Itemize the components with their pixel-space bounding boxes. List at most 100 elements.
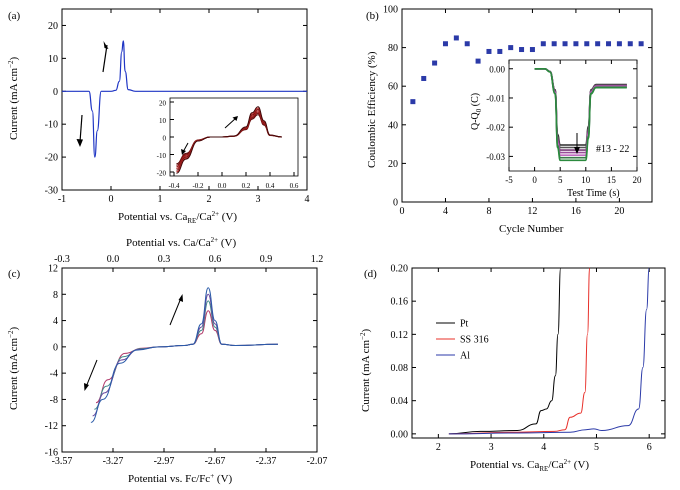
xtick-label: 0.4 [266,182,275,190]
panel-b-inset-xticks: -5 0 5 10 15 20 [505,60,642,185]
ytick-label: 0 [163,135,167,143]
ce-point [584,41,590,47]
panel-c-xticks: -3.57 -3.27 -2.97 -2.67 -2.37 -2.07 [52,448,327,467]
cv-cycle-curve [90,287,278,423]
ce-point [475,58,481,64]
top-xtick-label: 0.3 [158,254,171,265]
cv-cycle-curve [92,293,278,417]
ce-point [464,41,470,47]
ce-point [410,99,416,105]
ytick-label: 40 [388,120,398,131]
ytick-label: 80 [388,43,398,54]
ytick-label: 20 [388,159,398,170]
panel-d-curves [448,267,650,435]
xtick-label: 5 [594,442,599,453]
panel-a-inset-yticks: -20 -10 0 10 20 [157,100,174,178]
ce-point [595,41,601,47]
ce-point [497,48,503,54]
ytick-label: 8 [53,290,58,301]
panel-c: (c) Potential vs. Ca/Ca2+ (V) -3.57 -3.27… [7,236,327,485]
panel-b-points [410,35,644,105]
xtick-label: 15 [607,175,617,185]
xtick-label: 3 [256,194,261,205]
xtick-label: 2 [436,442,441,453]
ytick-label: 0 [53,342,58,353]
panel-a-ylabel: Current (mA cm−2) [7,56,20,140]
ytick-label: -16 [45,448,58,459]
ce-point [551,41,557,47]
ytick-label: 0.00 [489,64,505,74]
panel-b-xticks: 0 4 8 12 16 20 [400,9,624,217]
panel-c-xlabel: Potential vs. Fc/Fc+ (V) [128,472,233,485]
panel-a-axes [61,8,308,191]
ytick-label: 0.08 [391,363,409,374]
panel-c-top-xticks: -0.3 0.0 0.3 0.6 0.9 1.2 [54,254,323,272]
xtick-label: 0.0 [218,182,227,190]
ce-point [562,41,568,47]
ce-point [573,41,579,47]
xtick-label: 4 [305,194,310,205]
panel-a-inset-xticks: -0.4 -0.2 0.0 0.2 0.4 0.6 [168,172,299,190]
top-xtick-label: 0.6 [209,254,222,265]
xtick-label: -2.37 [256,456,277,467]
xtick-label: 4 [443,206,448,217]
ytick-label: 60 [388,82,398,93]
panel-a-inset-arrow-up [224,117,237,129]
ytick-label: 0.04 [391,396,409,407]
panel-c-arrow-down [85,359,98,388]
ytick-label: 0 [393,198,398,209]
ytick-label: 20 [159,100,167,108]
ytick-label: 0.12 [391,330,409,341]
panel-b-inset-arrow-head [574,147,580,154]
panel-d: (d) 2 3 4 5 6 0.00 0.04 0.08 0.12 0.16 0.20 Pt SS … [359,264,666,473]
top-xtick-label: 0.0 [107,254,120,265]
inset-charge-curve [534,68,627,162]
xtick-label: 2 [207,194,212,205]
panel-b-inset: -5 0 5 10 15 20 0.00-0.01-0.02-0.03 #13 - 22 … [470,59,642,199]
panel-c-arrow-up-head [178,294,183,302]
ce-point [519,47,525,53]
ce-point [529,47,535,53]
top-xtick-label: 1.2 [311,254,324,265]
panel-a-arrow-up-head [103,41,109,49]
panel-b-ylabel: Coulombic Efficiency (%) [366,51,378,168]
xtick-label: -5 [505,175,513,185]
xtick-label: -3.57 [52,456,73,467]
legend-label: SS 316 [460,335,489,346]
panel-c-top-xlabel: Potential vs. Ca/Ca2+ (V) [126,236,236,249]
panel-a-arrow-down-head [76,139,83,147]
ytick-label: -8 [50,395,58,406]
xtick-label: -2.97 [154,456,175,467]
ce-point [421,75,427,81]
xtick-label: 0 [400,206,405,217]
panel-b-axes [401,8,653,203]
panel-b-inset-yticks: 0.00 -0.01 -0.02 -0.03 [486,64,637,162]
panel-c-arrow-up [169,297,182,326]
xtick-label: -1 [58,194,66,205]
ce-point [540,41,546,47]
panel-b-label: (b) [366,10,379,22]
panel-a-inset-arrow-up-head [232,116,238,121]
ytick-label: -20 [157,170,167,178]
xtick-label: 0 [109,194,114,205]
ytick-label: 0 [53,87,58,98]
panel-d-ylabel: Current (mA cm−2) [359,328,372,412]
xtick-label: 4 [541,442,546,453]
panel-d-xlabel: Potential vs. CaRE/Ca2+ (V) [470,458,589,473]
xtick-label: -0.4 [168,182,180,190]
panel-a-inset-axes [169,97,299,177]
ytick-label: 0.16 [391,297,409,308]
ytick-label: 20 [48,21,58,32]
ce-point [616,41,622,47]
ce-point [606,41,612,47]
xtick-label: 6 [647,442,652,453]
panel-c-label: (c) [8,268,21,280]
panel-b-inset-ylabel: Q-Q0 (C) [470,93,483,130]
xtick-label: 20 [614,206,624,217]
panel-c-arrow-down-head [84,383,89,391]
panel-d-yticks: 0.00 0.04 0.08 0.12 0.16 0.20 [391,264,665,440]
top-xtick-label: 0.9 [260,254,273,265]
panel-a-cv-curve [62,40,307,158]
ytick-label: 10 [48,54,58,65]
